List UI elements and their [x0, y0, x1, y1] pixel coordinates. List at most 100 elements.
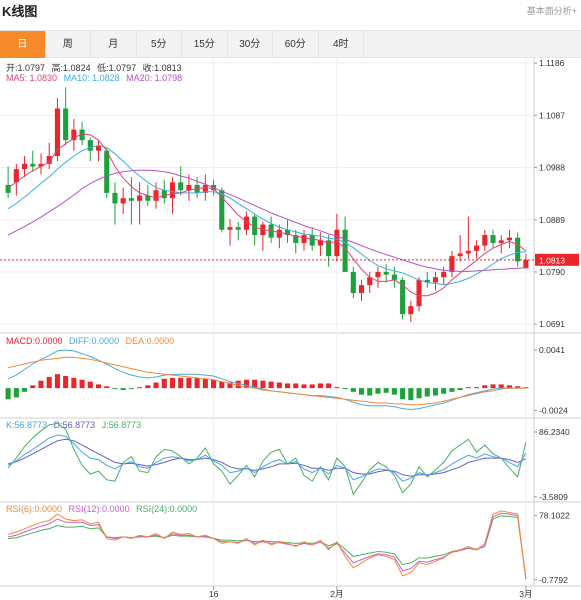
rsi6-line	[7, 510, 527, 580]
candle-body-54	[449, 256, 455, 272]
macd-bar-32	[268, 381, 274, 389]
tab-1[interactable]: 周	[46, 31, 91, 58]
main-y-tick-label-2: 1.0988	[539, 163, 565, 173]
candle-body-3	[30, 163, 36, 167]
macd-bar-6	[54, 374, 60, 389]
rsi-y-tick-label-0: 78.1022	[539, 511, 570, 521]
main-y-tick-label-3: 1.0889	[539, 215, 565, 225]
ma10-value: MA10: 1.0828	[63, 73, 120, 83]
candle-body-1	[13, 169, 19, 183]
candle-body-50	[416, 279, 422, 307]
d-value: D:56.8773	[53, 420, 96, 430]
candle-body-41	[342, 229, 348, 272]
candle-body-14	[120, 198, 126, 204]
candle-body-58	[482, 235, 488, 246]
macd-bar-22	[186, 377, 192, 389]
macd-bar-11	[95, 384, 102, 389]
tab-7[interactable]: 4时	[319, 31, 364, 58]
macd-bar-35	[293, 383, 299, 389]
macd-bar-1	[13, 388, 19, 398]
kdj-j-line	[7, 422, 527, 496]
macd-bar-45	[375, 388, 381, 394]
macd-bar-58	[482, 385, 488, 389]
fundamental-analysis-link[interactable]: 基本面分析+	[526, 6, 577, 16]
candle-body-52	[432, 277, 439, 283]
macd-bar-59	[490, 384, 496, 389]
macd-bar-57	[474, 387, 480, 389]
candle-body-17	[145, 195, 151, 201]
macd-bar-25	[211, 379, 217, 389]
candle-body-48	[400, 279, 406, 315]
ma5-value: MA5: 1.0830	[6, 73, 58, 83]
macd-bar-54	[449, 388, 455, 392]
macd-bar-47	[391, 388, 397, 395]
candle-body-55	[457, 253, 463, 257]
candle-body-36	[301, 235, 307, 243]
candle-body-40	[334, 229, 340, 257]
macd-bar-21	[178, 377, 184, 389]
candle-body-61	[506, 237, 513, 241]
macd-bar-53	[441, 388, 447, 394]
x-tick-label-2: 3月	[519, 589, 532, 599]
candle-body-63	[523, 259, 529, 269]
macd-bar-61	[506, 385, 513, 389]
macd-y-tick-label-0: 0.0041	[539, 345, 565, 355]
tab-6[interactable]: 60分	[273, 31, 319, 58]
main-y-tick-label-1: 1.1087	[539, 110, 565, 120]
candle-body-60	[498, 240, 504, 243]
macd-bar-41	[342, 388, 348, 390]
candle-body-44	[367, 277, 373, 286]
low-value: 低:1.0797	[97, 63, 137, 73]
dea-value: DEA:0.0000	[125, 336, 175, 346]
macd-bar-44	[367, 388, 373, 396]
last-price-label: 1.0813	[539, 255, 565, 265]
kdj-y-tick-label-0: 86.2340	[539, 427, 570, 437]
macd-bar-56	[465, 387, 471, 389]
candle-body-56	[465, 250, 471, 254]
candle-body-29	[243, 216, 250, 230]
macd-bar-16	[137, 387, 143, 389]
candle-body-5	[46, 155, 52, 164]
candle-body-51	[424, 279, 430, 283]
macd-bar-18	[153, 382, 159, 389]
tab-3[interactable]: 5分	[137, 31, 182, 58]
macd-bar-49	[408, 388, 414, 401]
macd-bar-51	[424, 388, 430, 397]
macd-bar-7	[63, 376, 69, 389]
candle-body-18	[153, 190, 159, 201]
macd-bar-48	[400, 388, 406, 400]
macd-bar-30	[252, 379, 258, 389]
candle-body-42	[350, 271, 356, 294]
tab-4[interactable]: 15分	[182, 31, 228, 58]
macd-bar-24	[202, 378, 208, 389]
candle-body-43	[358, 285, 365, 294]
close-value: 收:1.0813	[142, 63, 182, 73]
tab-0[interactable]: 日	[0, 31, 46, 58]
macd-bar-27	[227, 382, 233, 389]
candle-body-16	[137, 195, 143, 201]
main-y-tick-label-5: 1.0691	[539, 319, 565, 329]
x-tick-label-1: 2月	[330, 589, 343, 599]
main-y-tick-label-4: 1.0790	[539, 267, 565, 277]
macd-legend: MACD:0.0000 DIFF:0.0000 DEA:0.0000	[6, 336, 178, 346]
macd-bar-14	[120, 388, 126, 390]
macd-bar-20	[169, 377, 176, 389]
macd-bar-62	[515, 386, 521, 389]
tab-2[interactable]: 月	[91, 31, 137, 58]
macd-bar-12	[104, 386, 110, 389]
macd-bar-3	[30, 385, 36, 389]
main-y-tick-label-0: 1.1186	[539, 58, 565, 68]
candle-body-20	[169, 182, 176, 199]
candle-body-49	[408, 306, 414, 315]
candle-body-19	[161, 190, 167, 199]
macd-bar-17	[145, 385, 151, 389]
macd-bar-23	[194, 377, 200, 389]
tab-5[interactable]: 30分	[228, 31, 273, 58]
macd-bar-39	[326, 383, 332, 389]
rsi24-line	[8, 515, 527, 580]
macd-bar-34	[284, 383, 291, 389]
macd-bar-33	[276, 382, 282, 389]
candle-body-6	[54, 108, 60, 156]
macd-bar-40	[334, 387, 340, 389]
